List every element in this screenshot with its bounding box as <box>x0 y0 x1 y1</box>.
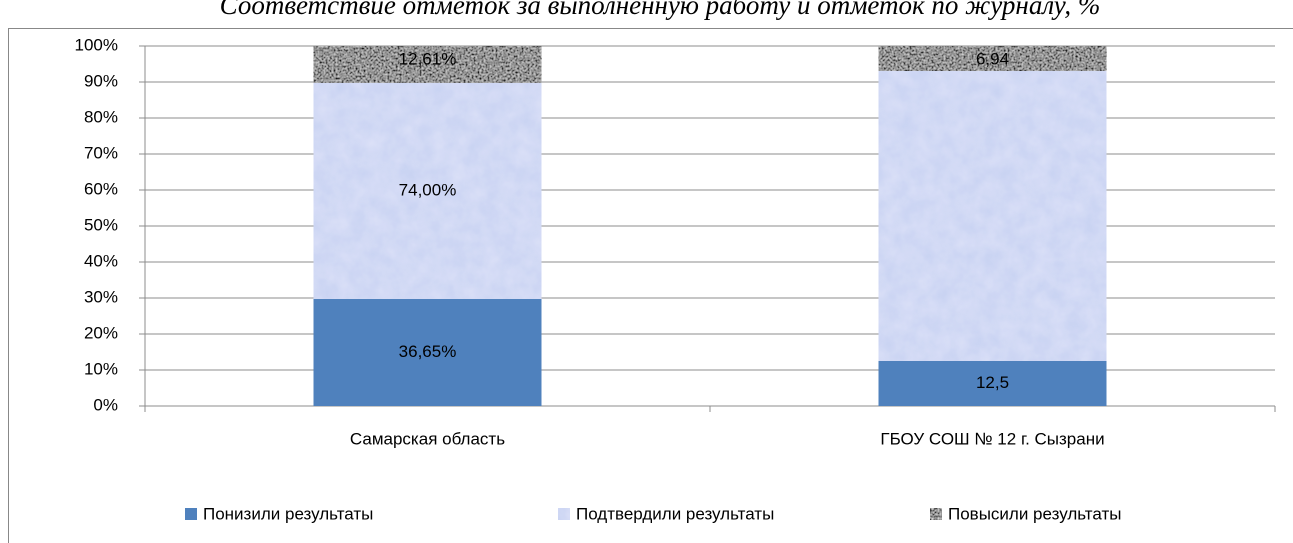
bar-texture <box>878 70 1107 361</box>
y-tick-label: 30% <box>84 287 118 306</box>
bar-texture <box>878 46 1107 71</box>
y-tick-label: 80% <box>84 107 118 126</box>
legend-label: Подтвердили результаты <box>576 504 774 523</box>
legend-swatch-texture <box>930 508 942 520</box>
legend-label: Понизили результаты <box>203 504 373 523</box>
y-tick-label: 50% <box>84 215 118 234</box>
y-tick-label: 100% <box>75 35 118 54</box>
bar-texture <box>313 82 542 299</box>
x-tick-label: ГБОУ СОШ № 12 г. Сызрани <box>880 429 1104 448</box>
y-tick-label: 10% <box>84 359 118 378</box>
y-tick-label: 90% <box>84 71 118 90</box>
bar-segment <box>878 361 1107 406</box>
data-label: 36,65% <box>399 342 457 361</box>
x-tick-label: Самарская область <box>350 429 505 448</box>
bar-texture <box>313 46 542 83</box>
bar-segment <box>313 298 542 406</box>
data-label: 12,61% <box>399 49 457 68</box>
legend-swatch-texture <box>558 508 570 520</box>
y-tick-label: 40% <box>84 251 118 270</box>
y-tick-label: 0% <box>93 395 118 414</box>
legend-swatch <box>185 508 197 520</box>
y-tick-label: 70% <box>84 143 118 162</box>
data-label: 12,5 <box>976 373 1009 392</box>
data-label: 74,00% <box>399 180 457 199</box>
legend-label: Повысили результаты <box>948 504 1121 523</box>
y-tick-label: 20% <box>84 323 118 342</box>
data-label: 6,94 <box>976 49 1009 68</box>
chart-title: Соответствие отметок за выполненную рабо… <box>220 0 1101 20</box>
y-tick-label: 60% <box>84 179 118 198</box>
